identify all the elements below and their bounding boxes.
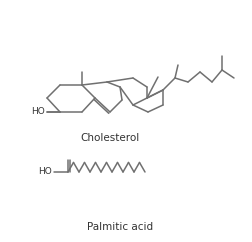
Text: HO: HO [31,107,45,116]
Text: Cholesterol: Cholesterol [80,133,140,143]
Text: Palmitic acid: Palmitic acid [87,222,153,232]
Text: HO: HO [38,167,52,176]
